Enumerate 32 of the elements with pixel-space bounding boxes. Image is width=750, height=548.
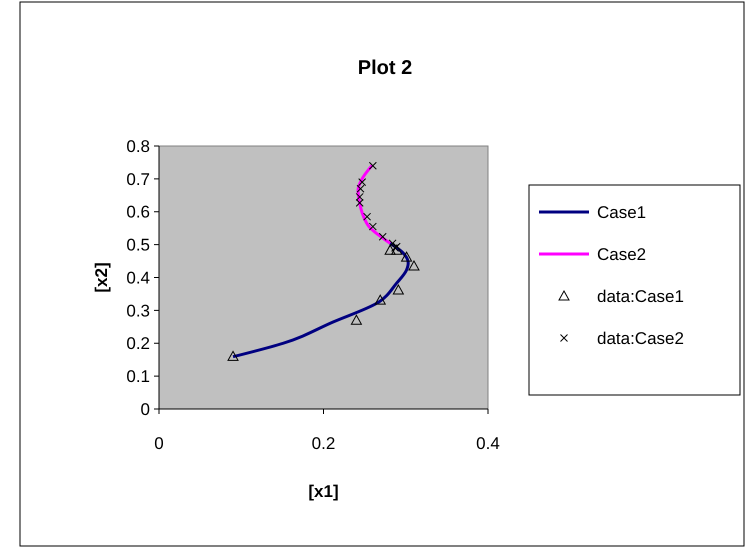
x-axis-title: [x1] (308, 482, 339, 501)
point (408, 260, 420, 270)
point (384, 244, 396, 255)
legend-label: Case1 (597, 202, 646, 222)
y-tick-label: 0 (140, 400, 150, 419)
x-tick-label: 0.2 (312, 434, 336, 453)
point (368, 222, 377, 231)
y-tick-label: 0.1 (126, 367, 150, 386)
chart-title: Plot 2 (358, 57, 412, 79)
point (228, 350, 239, 361)
legend-label: data:Case2 (597, 328, 684, 348)
point (378, 232, 387, 241)
legend-label: data:Case1 (597, 286, 684, 306)
point (392, 284, 404, 294)
x-tick-label: 0 (154, 434, 164, 453)
point (391, 244, 402, 255)
point (388, 239, 397, 248)
y-tick-label: 0.6 (126, 202, 150, 222)
y-tick-label: 0.5 (126, 236, 150, 255)
y-axis-title: [x2] (92, 262, 111, 293)
point (350, 314, 362, 325)
y-tick-label: 0.4 (126, 268, 150, 288)
point (363, 212, 372, 221)
y-tick-label: 0.8 (126, 136, 150, 156)
point (374, 294, 386, 305)
legend-label: Case2 (597, 244, 646, 264)
y-tick-label: 0.3 (126, 301, 150, 320)
y-tick-label: 0.7 (126, 170, 150, 189)
x-tick-label: 0.4 (476, 434, 500, 453)
y-tick-label: 0.2 (126, 334, 150, 354)
point (401, 252, 412, 262)
point (368, 162, 377, 170)
